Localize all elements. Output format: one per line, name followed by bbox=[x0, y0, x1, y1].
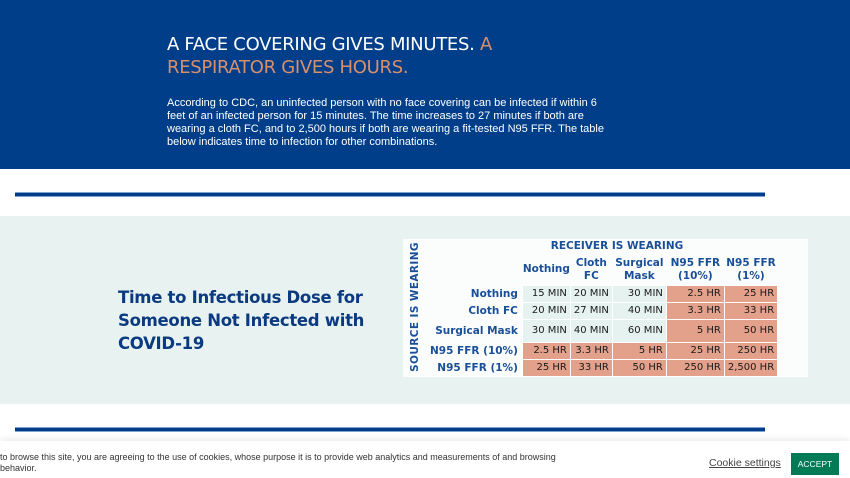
column-header: Cloth FC bbox=[575, 256, 607, 282]
table-cell: 50 HR bbox=[723, 319, 779, 343]
table-cell: 40 MIN bbox=[611, 302, 667, 320]
cookie-settings-link[interactable]: Cookie settings bbox=[709, 457, 781, 469]
column-header: N95 FFR (1%) bbox=[726, 256, 776, 282]
source-label-text: SOURCE IS WEARING bbox=[409, 242, 421, 372]
table-cell: 33 HR bbox=[723, 302, 779, 320]
table-row: N95 FFR (10%) 2.5 HR 3.3 HR 5 HR 25 HR 2… bbox=[427, 342, 779, 360]
hero-title: A FACE COVERING GIVES MINUTES. A RESPIRA… bbox=[167, 33, 567, 79]
table-cell: 27 MIN bbox=[569, 302, 613, 320]
table-cell: 250 HR bbox=[723, 342, 779, 360]
hero-banner: A FACE COVERING GIVES MINUTES. A RESPIRA… bbox=[0, 0, 850, 169]
column-header: Surgical Mask bbox=[615, 256, 664, 282]
table-cell: 40 MIN bbox=[569, 319, 613, 343]
cookie-banner: to browse this site, you are agreeing to… bbox=[0, 441, 850, 478]
row-header: Nothing bbox=[470, 288, 518, 300]
table-cell: 25 HR bbox=[665, 342, 725, 360]
table-cell: 2.5 HR bbox=[665, 285, 725, 303]
table-cell: 3.3 HR bbox=[665, 302, 725, 320]
table-cell: 25 HR bbox=[521, 359, 571, 377]
source-axis-label: SOURCE IS WEARING bbox=[404, 239, 426, 375]
table-header-row: Nothing Cloth FC Surgical Mask N95 FFR (… bbox=[427, 254, 778, 286]
table-cell: 60 MIN bbox=[611, 319, 667, 343]
table-cell: 250 HR bbox=[665, 359, 725, 377]
table-cell: 5 HR bbox=[611, 342, 667, 360]
section-divider-bottom bbox=[15, 427, 765, 432]
infection-time-table: Nothing Cloth FC Surgical Mask N95 FFR (… bbox=[427, 254, 779, 377]
hero-title-accent: A RESPIRATOR GIVES HOURS. bbox=[167, 34, 492, 78]
row-header: Surgical Mask bbox=[435, 325, 518, 337]
cookie-notice-text: to browse this site, you are agreeing to… bbox=[0, 452, 556, 473]
table-cell: 2.5 HR bbox=[521, 342, 571, 360]
table-cell: 33 HR bbox=[569, 359, 613, 377]
table-row: N95 FFR (1%) 25 HR 33 HR 50 HR 250 HR 2,… bbox=[427, 359, 779, 377]
table-cell: 2,500 HR bbox=[723, 359, 779, 377]
corner-cell bbox=[427, 254, 522, 286]
table-cell: 20 MIN bbox=[521, 302, 571, 320]
table-cell: 50 HR bbox=[611, 359, 667, 377]
table-cell: 30 MIN bbox=[611, 285, 667, 303]
row-header: N95 FFR (10%) bbox=[430, 345, 518, 357]
receiver-axis-label: RECEIVER IS WEARING bbox=[550, 240, 684, 252]
column-header: Nothing bbox=[522, 263, 570, 275]
table-row: Cloth FC 20 MIN 27 MIN 40 MIN 3.3 HR 33 … bbox=[427, 302, 779, 320]
accept-cookies-button[interactable]: ACCEPT bbox=[791, 453, 839, 475]
hero-title-main: A FACE COVERING GIVES MINUTES. bbox=[167, 34, 475, 55]
column-header: N95 FFR (10%) bbox=[670, 256, 721, 282]
table-cell: 30 MIN bbox=[521, 319, 571, 343]
table-row: Surgical Mask 30 MIN 40 MIN 60 MIN 5 HR … bbox=[427, 319, 779, 343]
table-cell: 3.3 HR bbox=[569, 342, 613, 360]
table-cell: 20 MIN bbox=[569, 285, 613, 303]
section-divider-top bbox=[15, 192, 765, 197]
table-cell: 25 HR bbox=[723, 285, 779, 303]
row-header: N95 FFR (1%) bbox=[437, 362, 518, 374]
table-cell: 15 MIN bbox=[521, 285, 571, 303]
table-row: Nothing 15 MIN 20 MIN 30 MIN 2.5 HR 25 H… bbox=[427, 285, 779, 303]
row-header: Cloth FC bbox=[468, 305, 518, 317]
table-cell: 5 HR bbox=[665, 319, 725, 343]
hero-description: According to CDC, an uninfected person w… bbox=[167, 97, 604, 148]
section-title: Time to Infectious Dose for Someone Not … bbox=[118, 288, 365, 353]
